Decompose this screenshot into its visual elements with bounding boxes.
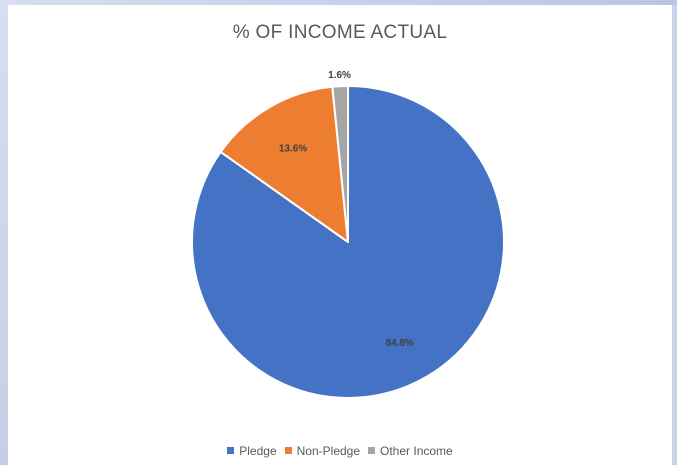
data-label-pledge: 84.8%: [385, 338, 413, 349]
pie-slice-non-pledge: [219, 85, 349, 243]
chart-legend: Pledge Non-Pledge Other Income: [8, 444, 672, 458]
legend-item-other-income: Other Income: [368, 444, 453, 458]
window-frame-top: [0, 0, 677, 5]
legend-label: Pledge: [239, 444, 277, 458]
legend-swatch: [227, 447, 235, 454]
chart-title: % OF INCOME ACTUAL: [232, 22, 448, 43]
chart-area: % OF INCOME ACTUAL 84.8% 13.6% 1.6% Pledge…: [8, 5, 672, 465]
legend-item-pledge: Pledge: [227, 444, 277, 458]
legend-item-non-pledge: Non-Pledge: [284, 444, 361, 458]
legend-swatch: [368, 447, 376, 454]
legend-label: Non-Pledge: [296, 444, 361, 458]
pie-slice-other-income: [331, 85, 349, 243]
pie-chart: 84.8% 13.6% 1.6%: [191, 70, 505, 399]
data-label-non-pledge: 13.6%: [279, 144, 307, 155]
legend-label: Other Income: [380, 444, 453, 458]
legend-swatch: [284, 447, 292, 454]
window-frame-left: [0, 0, 8, 465]
data-label-other-income: 1.6%: [328, 70, 351, 81]
